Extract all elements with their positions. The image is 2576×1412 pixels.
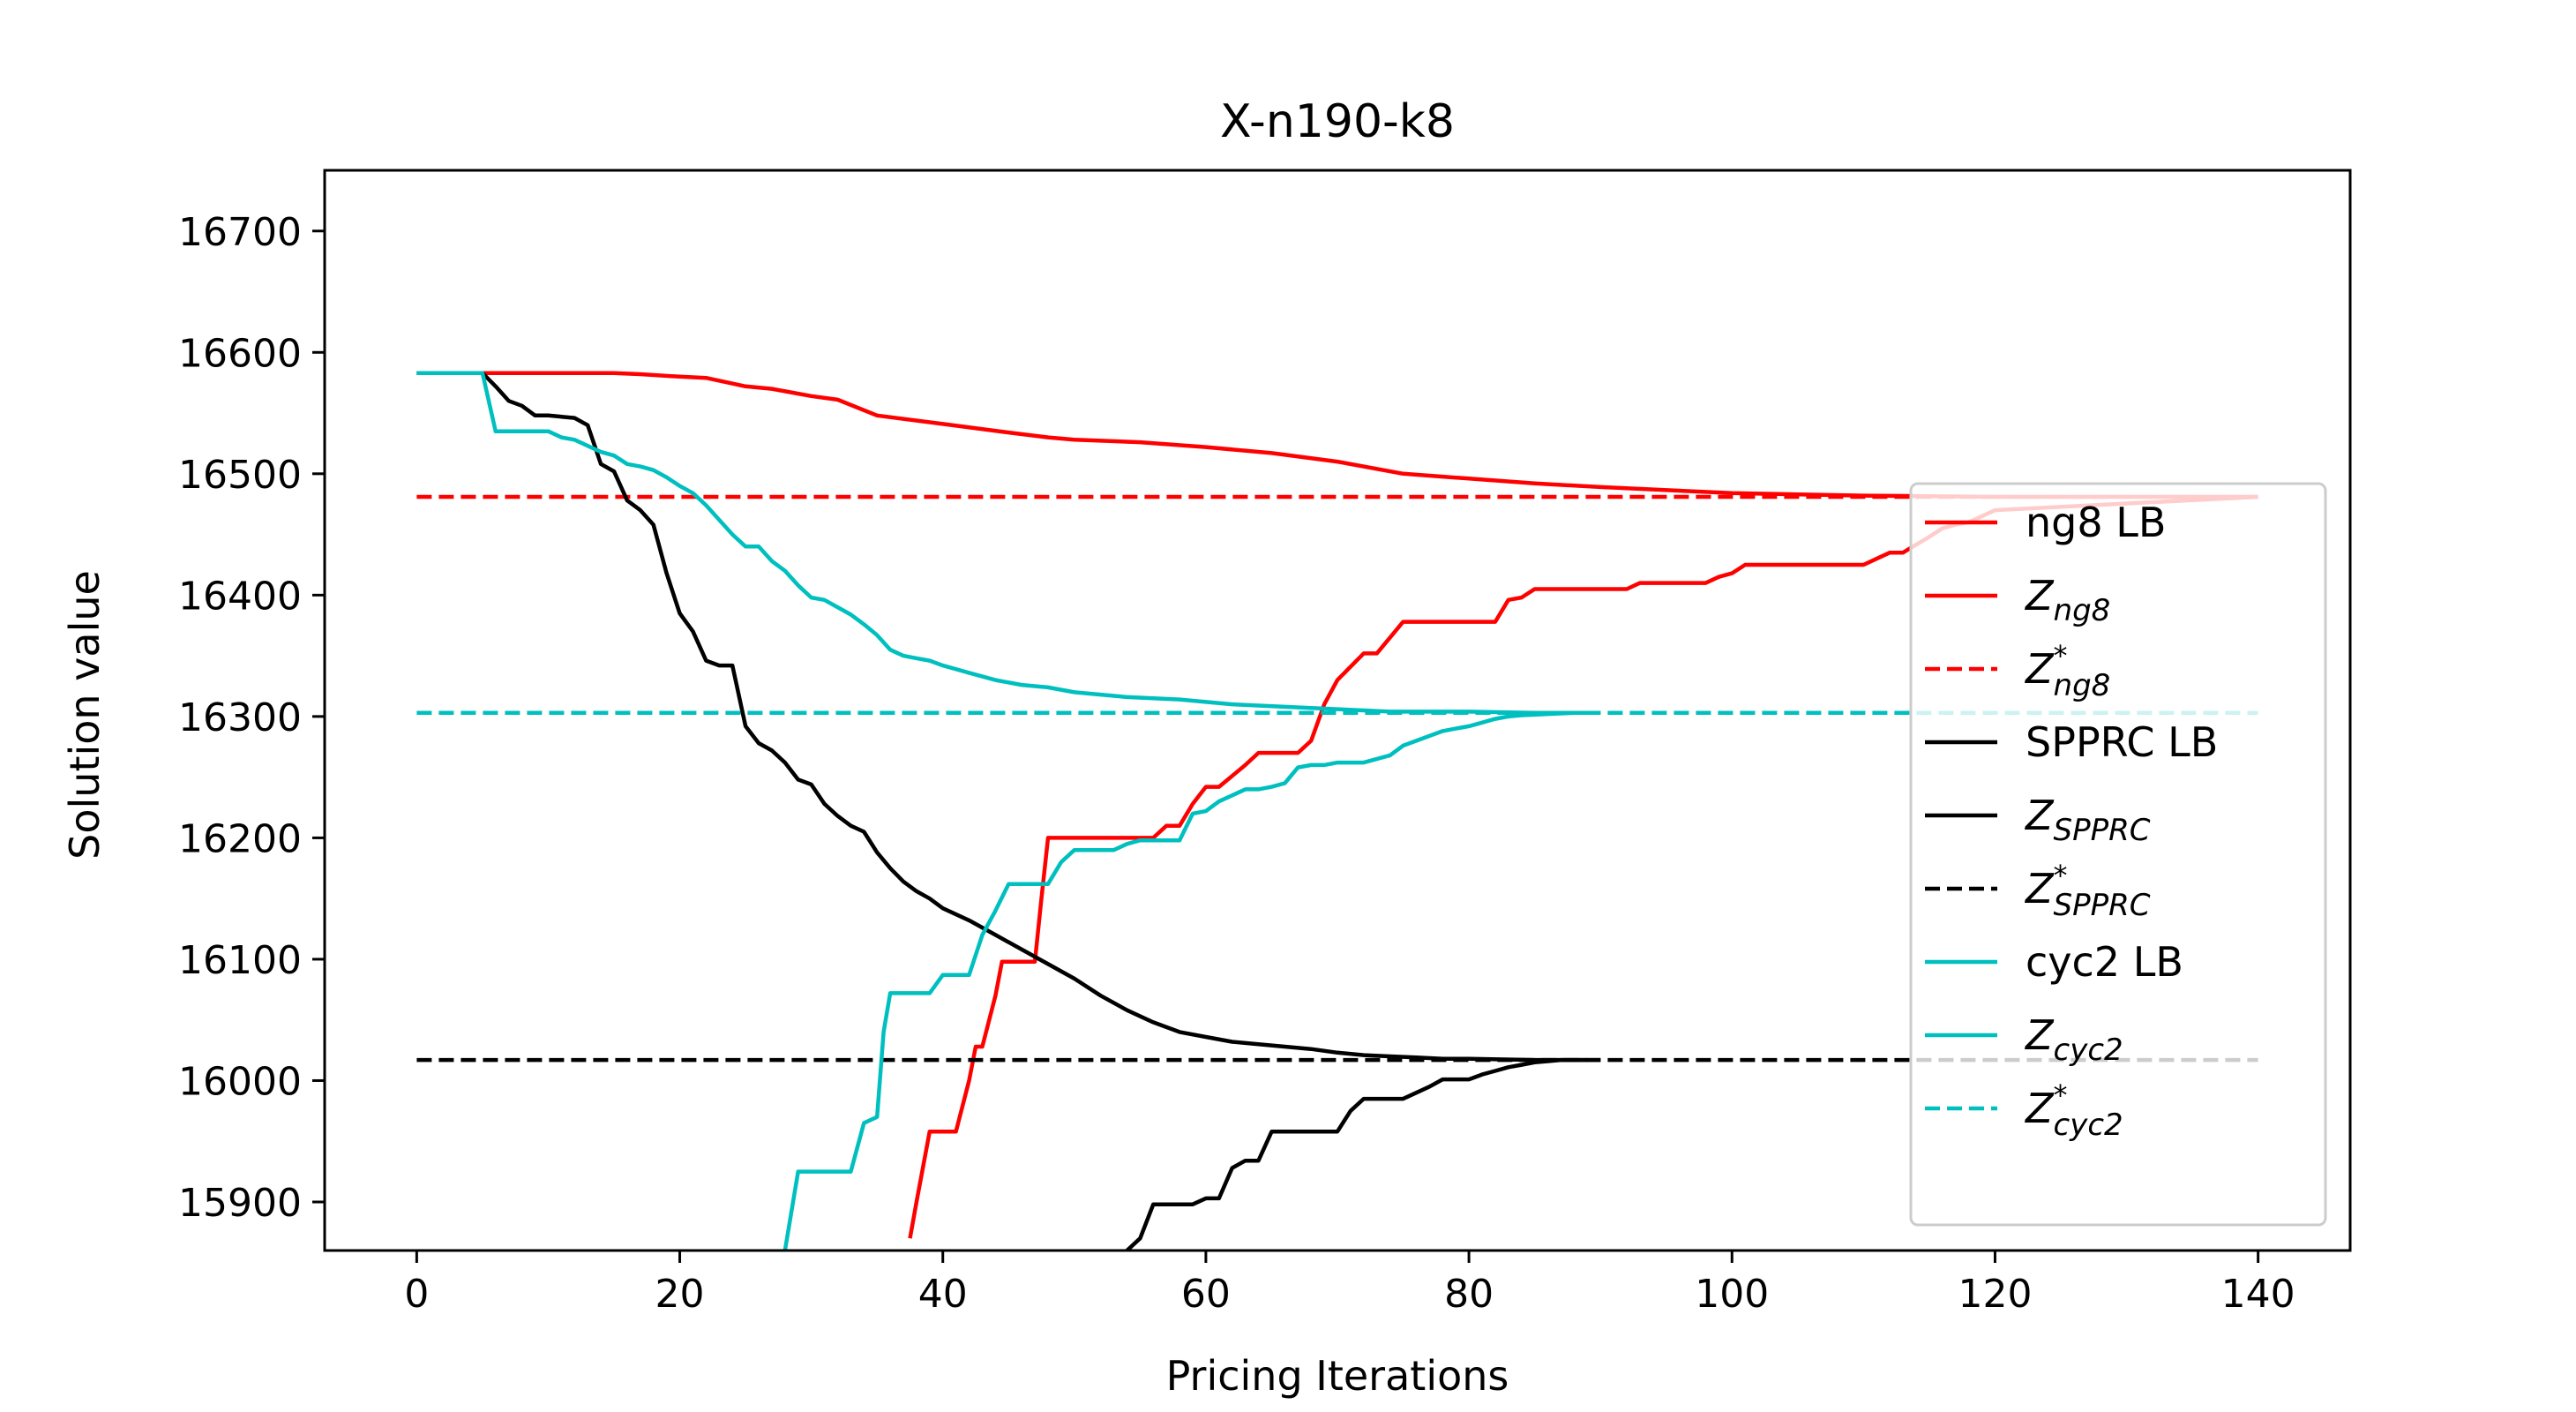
y-tick-label: 16000	[178, 1059, 302, 1104]
series-z-spprc-line	[1125, 1057, 1588, 1251]
y-tick-label: 16200	[178, 816, 302, 861]
legend-label-cyc2-lb: cyc2 LB	[2026, 938, 2183, 986]
x-tick-label: 140	[2221, 1272, 2295, 1317]
y-tick-label: 16300	[178, 695, 302, 740]
x-tick-label: 80	[1444, 1272, 1494, 1317]
legend-label-z-spprc: ZSPPRC	[2024, 792, 2151, 848]
legend: ng8 LB Zng8 Z* ng8 SPPRC LB ZSPPRC Z* SPPRC cyc2…	[1909, 482, 2327, 1227]
x-tick-label: 40	[918, 1272, 968, 1317]
series-z-cyc2-line	[783, 710, 1601, 1251]
y-tick-label: 16500	[178, 453, 302, 498]
x-axis-label: Pricing Iterations	[1166, 1352, 1509, 1400]
legend-label-zstar-spprc: Z* SPPRC	[2024, 859, 2151, 923]
y-tick-labels: 15900 16000 16100 16200 16300 16400 16500 16600…	[178, 210, 302, 1226]
x-tick-label: 20	[655, 1272, 705, 1317]
plot-frame	[323, 169, 2352, 1252]
series-cyc2-lb-line	[416, 371, 1601, 716]
chart-title: X-n190-k8	[1220, 95, 1455, 148]
legend-label-zstar-ng8: Z* ng8	[2024, 639, 2110, 703]
series-z-ng8-line	[908, 494, 2258, 1239]
y-tick-label: 16700	[178, 210, 302, 255]
x-tick-labels: 0 20 40 60 80 100 120 140	[404, 1272, 2295, 1317]
y-tick-label: 16600	[178, 331, 302, 376]
legend-label-z-ng8: Zng8	[2024, 572, 2110, 628]
tick-marks	[312, 229, 2260, 1263]
legend-label-ng8-lb: ng8 LB	[2026, 499, 2166, 546]
x-tick-label: 120	[1958, 1272, 2032, 1317]
legend-box	[1909, 482, 2327, 1227]
x-tick-label: 0	[404, 1272, 429, 1317]
y-tick-label: 16100	[178, 938, 302, 983]
legend-label-zstar-cyc2: Z* cyc2	[2024, 1078, 2123, 1143]
x-tick-label: 60	[1181, 1272, 1231, 1317]
y-axis-label: Solution value	[61, 570, 109, 860]
series-ng8-lb-line	[416, 371, 2258, 499]
y-tick-label: 15900	[178, 1181, 302, 1226]
x-tick-label: 100	[1695, 1272, 1769, 1317]
legend-label-spprc-lb: SPPRC LB	[2026, 718, 2218, 766]
legend-label-z-cyc2: Zcyc2	[2024, 1011, 2123, 1068]
y-tick-label: 16400	[178, 574, 302, 619]
